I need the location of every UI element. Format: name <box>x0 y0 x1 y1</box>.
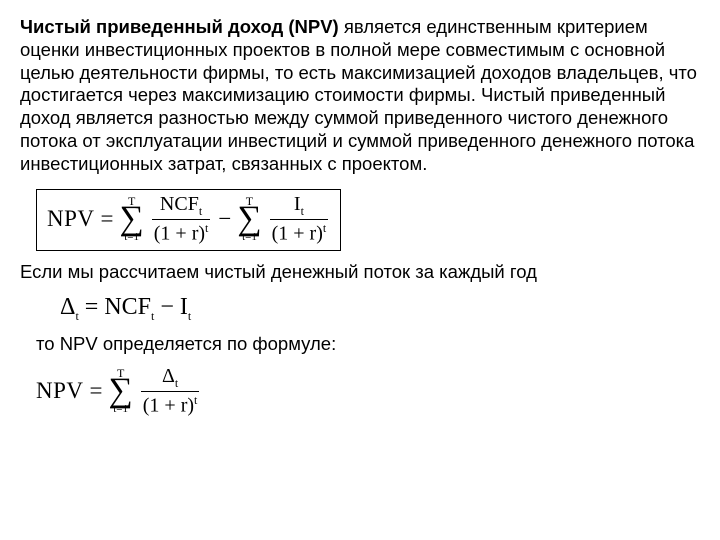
f1-frac1-den: (1 + r)t <box>152 220 211 244</box>
f1-sigma1: T ∑ t=1 <box>120 195 144 242</box>
f1-frac1-num: NCFt <box>158 194 204 219</box>
sentence-2: Если мы рассчитаем чистый денежный поток… <box>20 261 700 284</box>
formula-2: Δt = NCFt − It <box>60 294 700 324</box>
formula-1: NPV = T ∑ t=1 NCFt (1 + r)t − T ∑ t=1 It <box>47 194 330 244</box>
formula-1-box: NPV = T ∑ t=1 NCFt (1 + r)t − T ∑ t=1 It <box>36 189 341 251</box>
f3-sigma: T ∑ t=1 <box>109 367 133 414</box>
f1-frac2-num: It <box>292 194 306 219</box>
formula-3: NPV = T ∑ t=1 Δt (1 + r)t <box>36 366 700 416</box>
f1-eq: = <box>101 206 114 232</box>
f1-sigma2: T ∑ t=1 <box>237 195 261 242</box>
f1-minus: − <box>218 206 231 232</box>
title-bold: Чистый приведенный доход (NPV) <box>20 16 339 37</box>
sigma-glyph: ∑ <box>237 205 261 232</box>
f1-frac2-den: (1 + r)t <box>270 220 329 244</box>
f1-sigma1-bot: t=1 <box>124 232 139 243</box>
f3-frac: Δt (1 + r)t <box>141 366 200 416</box>
f1-frac2: It (1 + r)t <box>270 194 329 244</box>
intro-paragraph: Чистый приведенный доход (NPV) является … <box>20 16 700 175</box>
f3-sigma-bot: t=1 <box>113 404 128 415</box>
intro-rest: является единственным критерием оценки и… <box>20 16 697 174</box>
f3-frac-num: Δt <box>160 366 180 391</box>
f3-eq: = <box>90 378 103 404</box>
f3-lhs: NPV <box>36 378 84 404</box>
f3-frac-den: (1 + r)t <box>141 392 200 416</box>
f1-sigma2-bot: t=1 <box>242 232 257 243</box>
sentence-3: то NPV определяется по формуле: <box>36 333 700 356</box>
f1-lhs: NPV <box>47 206 95 232</box>
f1-frac1: NCFt (1 + r)t <box>152 194 211 244</box>
sigma-glyph: ∑ <box>120 205 144 232</box>
sigma-glyph: ∑ <box>109 377 133 404</box>
